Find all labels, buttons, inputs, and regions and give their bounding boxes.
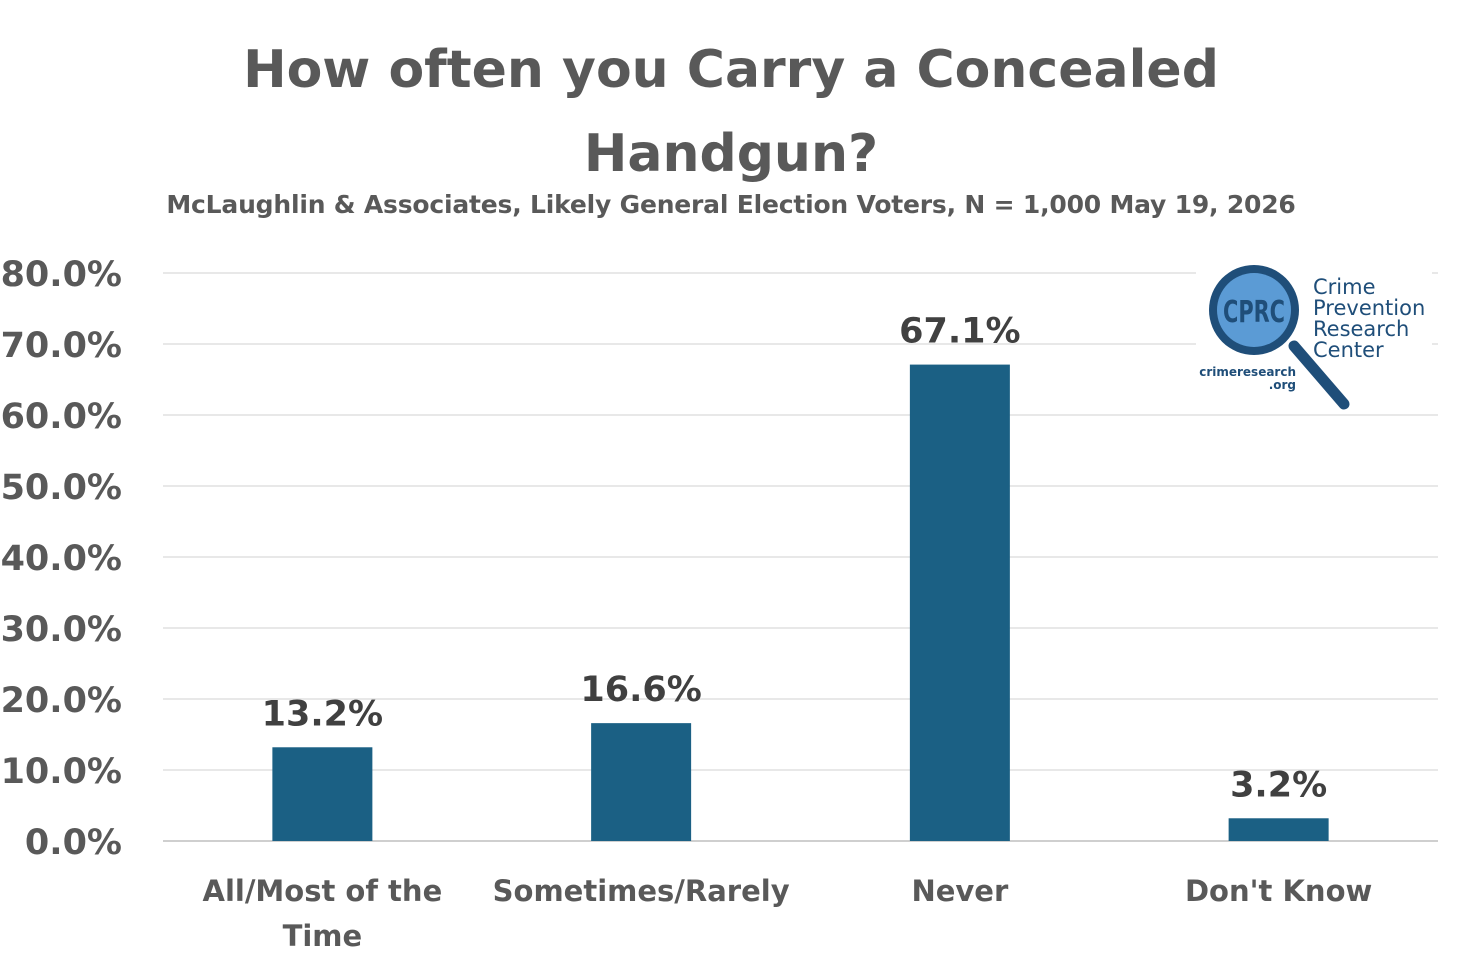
- y-tick-label: 60.0%: [1, 397, 122, 437]
- x-tick-label: Don't Know: [1185, 874, 1372, 908]
- data-label: 16.6%: [580, 670, 701, 710]
- y-tick-label: 80.0%: [1, 255, 122, 295]
- x-tick-label: Sometimes/Rarely: [493, 874, 790, 908]
- logo-url-line: crimeresearch: [1199, 365, 1296, 379]
- chart-title-line-2: Handgun?: [583, 124, 879, 184]
- x-tick-label: Never: [911, 874, 1009, 908]
- logo-badge: CPRC: [1223, 295, 1285, 330]
- chart-subtitle: McLaughlin & Associates, Likely General …: [166, 190, 1296, 219]
- logo-name-line: Prevention: [1313, 296, 1425, 320]
- logo-name-line: Crime: [1313, 275, 1376, 299]
- y-tick-label: 50.0%: [1, 468, 122, 508]
- cprc-logo: CPRC Crime Prevention Research Center crimere…: [1196, 258, 1432, 410]
- y-tick-label: 10.0%: [1, 752, 122, 792]
- magnifier-lens: [1217, 273, 1291, 347]
- y-tick-label: 0.0%: [25, 823, 122, 863]
- data-label: 3.2%: [1230, 765, 1327, 805]
- bar: [272, 747, 373, 841]
- logo-name-line: Center: [1313, 338, 1384, 362]
- y-tick-label: 20.0%: [1, 681, 122, 721]
- data-label: 67.1%: [899, 312, 1020, 352]
- chart-title-line-1: How often you Carry a Concealed: [243, 40, 1219, 100]
- y-tick-label: 70.0%: [1, 326, 122, 366]
- logo-url-line: .org: [1269, 378, 1296, 392]
- chart-title: How often you Carry a Concealed Handgun?: [0, 28, 1462, 196]
- y-tick-label: 30.0%: [1, 610, 122, 650]
- y-tick-label: 40.0%: [1, 539, 122, 579]
- bar: [591, 723, 692, 841]
- x-tick-label: Time: [283, 919, 363, 953]
- logo-name-line: Research: [1313, 317, 1409, 341]
- x-tick-label: All/Most of the: [203, 874, 443, 908]
- data-label: 13.2%: [262, 694, 383, 734]
- magnifier-handle: [1288, 340, 1350, 410]
- bar: [1228, 818, 1329, 841]
- bar: [909, 364, 1010, 841]
